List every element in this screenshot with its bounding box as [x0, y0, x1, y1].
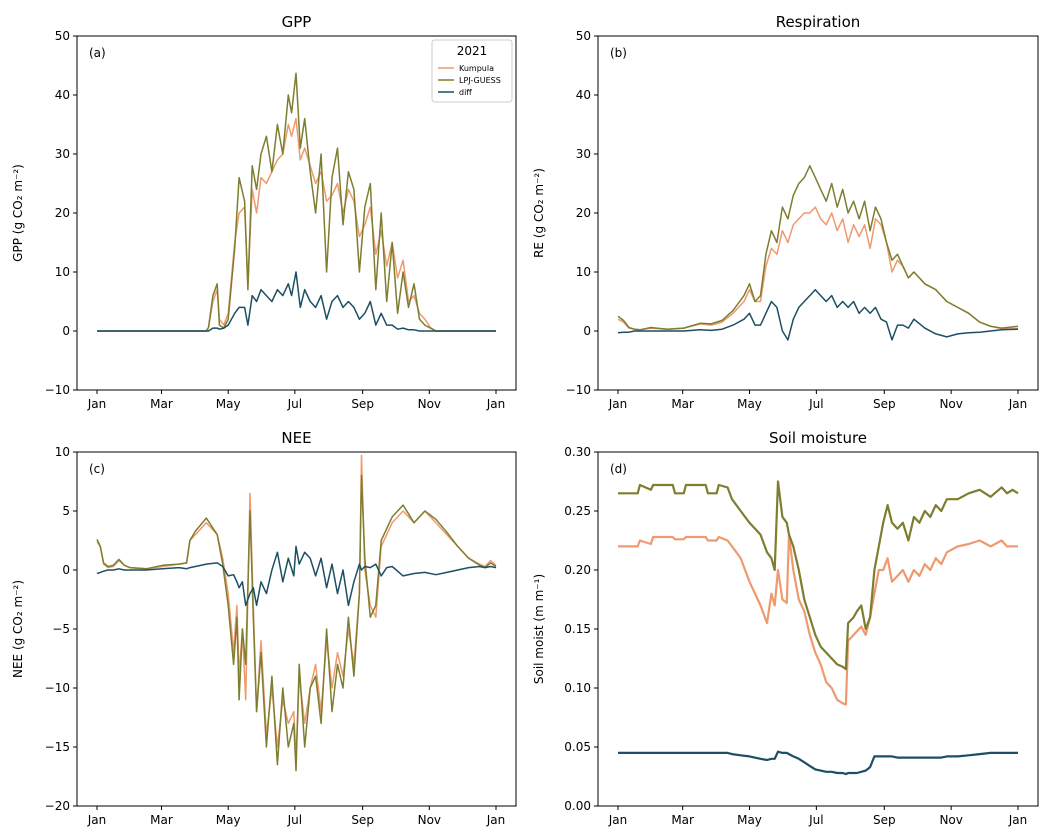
y-tick-label: 0.05: [564, 740, 591, 754]
y-tick-label: 50: [55, 29, 70, 43]
y-axis-label: Soil moist (m m⁻¹): [532, 574, 546, 684]
x-tick-label: Jan: [486, 813, 506, 827]
y-tick-label: 50: [576, 29, 591, 43]
y-tick-label: 40: [576, 88, 591, 102]
panel-1: GPP GPP (g CO₂ m⁻²) −10 0 10 20 30 40 50 Jan Mar Ma…: [11, 13, 517, 411]
x-tick-label: Jan: [486, 397, 506, 411]
x-tick-label: Mar: [671, 813, 694, 827]
series-line-diff: [96, 545, 497, 607]
y-tick-label: 0.15: [564, 622, 591, 636]
x-tick-label: Jan: [608, 813, 628, 827]
x-tick-label: Jan: [1008, 397, 1028, 411]
panel-title: Soil moisture: [769, 429, 867, 447]
y-tick-label: 0.25: [564, 504, 591, 518]
y-tick-label: 10: [576, 265, 591, 279]
series-line-kumpula: [617, 206, 1018, 331]
y-tick-label: −5: [52, 622, 70, 636]
legend-entry-lpjguess: LPJ-GUESS: [459, 76, 501, 85]
y-tick-label: 0: [62, 563, 70, 577]
y-axis-label: NEE (g CO₂ m⁻²): [11, 580, 25, 678]
y-tick-label: 20: [576, 206, 591, 220]
y-tick-label: 30: [576, 147, 591, 161]
y-tick-label: 10: [55, 445, 70, 459]
y-tick-label: 0.10: [564, 681, 591, 695]
y-axis-label: RE (g CO₂ m⁻²): [532, 168, 546, 258]
panel-label: (d): [610, 462, 627, 476]
panel-title: NEE: [281, 429, 311, 447]
y-tick-label: 0: [62, 324, 70, 338]
series-line-lpjguess: [96, 474, 497, 772]
y-tick-label: 0.30: [564, 445, 591, 459]
x-tick-label: Sep: [873, 397, 896, 411]
y-tick-label: 40: [55, 88, 70, 102]
x-tick-label: Nov: [939, 397, 962, 411]
x-tick-label: May: [737, 397, 762, 411]
panel-2: Respiration RE (g CO₂ m⁻²) −10 0 10 20 30 40 50 J…: [532, 13, 1039, 411]
x-tick-label: Jan: [1008, 813, 1028, 827]
x-tick-label: Sep: [351, 813, 374, 827]
series-line-lpjguess: [617, 165, 1019, 331]
y-tick-label: 20: [55, 206, 70, 220]
y-tick-label: −20: [45, 799, 70, 813]
legend-entry-kumpula: Kumpula: [459, 64, 494, 73]
x-tick-label: Nov: [939, 813, 962, 827]
x-tick-label: Mar: [150, 397, 173, 411]
x-tick-label: May: [737, 813, 762, 827]
series-line-kumpula: [618, 533, 1018, 706]
x-tick-label: May: [216, 813, 241, 827]
x-tick-label: May: [216, 397, 241, 411]
x-tick-label: Nov: [418, 397, 441, 411]
panel-label: (a): [89, 46, 106, 60]
panel-3: NEE NEE (g CO₂ m⁻²) −20 −15 −10 −5 0 5 10 Jan Mar M…: [11, 429, 517, 827]
y-tick-label: −10: [45, 681, 70, 695]
x-tick-label: Sep: [873, 813, 896, 827]
legend-title: 2021: [457, 44, 488, 58]
y-tick-label: −15: [45, 740, 70, 754]
x-tick-label: Jul: [287, 397, 302, 411]
panel-label: (c): [89, 462, 105, 476]
y-tick-label: 10: [55, 265, 70, 279]
x-tick-label: Jul: [287, 813, 302, 827]
x-tick-label: Jul: [808, 397, 823, 411]
x-tick-label: Mar: [671, 397, 694, 411]
series-line-lpjguess: [97, 72, 496, 332]
y-tick-label: −10: [45, 383, 70, 397]
y-tick-label: 0: [583, 324, 591, 338]
panel-title: GPP: [282, 13, 312, 31]
legend-box: [431, 39, 513, 103]
y-tick-label: 30: [55, 147, 70, 161]
x-tick-label: Jan: [608, 397, 628, 411]
series-line-kumpula: [97, 117, 496, 332]
series-line-diff: [617, 288, 1019, 341]
x-tick-label: Mar: [150, 813, 173, 827]
series-line-diff: [97, 271, 496, 332]
x-tick-label: Jan: [87, 813, 107, 827]
y-axis-label: GPP (g CO₂ m⁻²): [11, 164, 25, 262]
x-tick-label: Jan: [87, 397, 107, 411]
series-line-diff: [618, 750, 1018, 776]
series-line-lpjguess: [618, 480, 1019, 671]
x-tick-label: Nov: [418, 813, 441, 827]
series-line-kumpula: [96, 454, 497, 760]
y-tick-label: 0.20: [564, 563, 591, 577]
legend: 2021 Kumpula LPJ-GUESS diff: [431, 39, 513, 103]
x-tick-label: Jul: [808, 813, 823, 827]
x-tick-label: Sep: [351, 397, 374, 411]
legend-entry-diff: diff: [459, 88, 472, 97]
y-tick-label: −10: [566, 383, 591, 397]
panel-label: (b): [610, 46, 627, 60]
y-tick-label: 0.00: [564, 799, 591, 813]
panel-title: Respiration: [776, 13, 861, 31]
y-tick-label: 5: [62, 504, 70, 518]
panel-4: Soil moisture Soil moist (m m⁻¹) 0.00 0.05 0…: [532, 429, 1039, 827]
